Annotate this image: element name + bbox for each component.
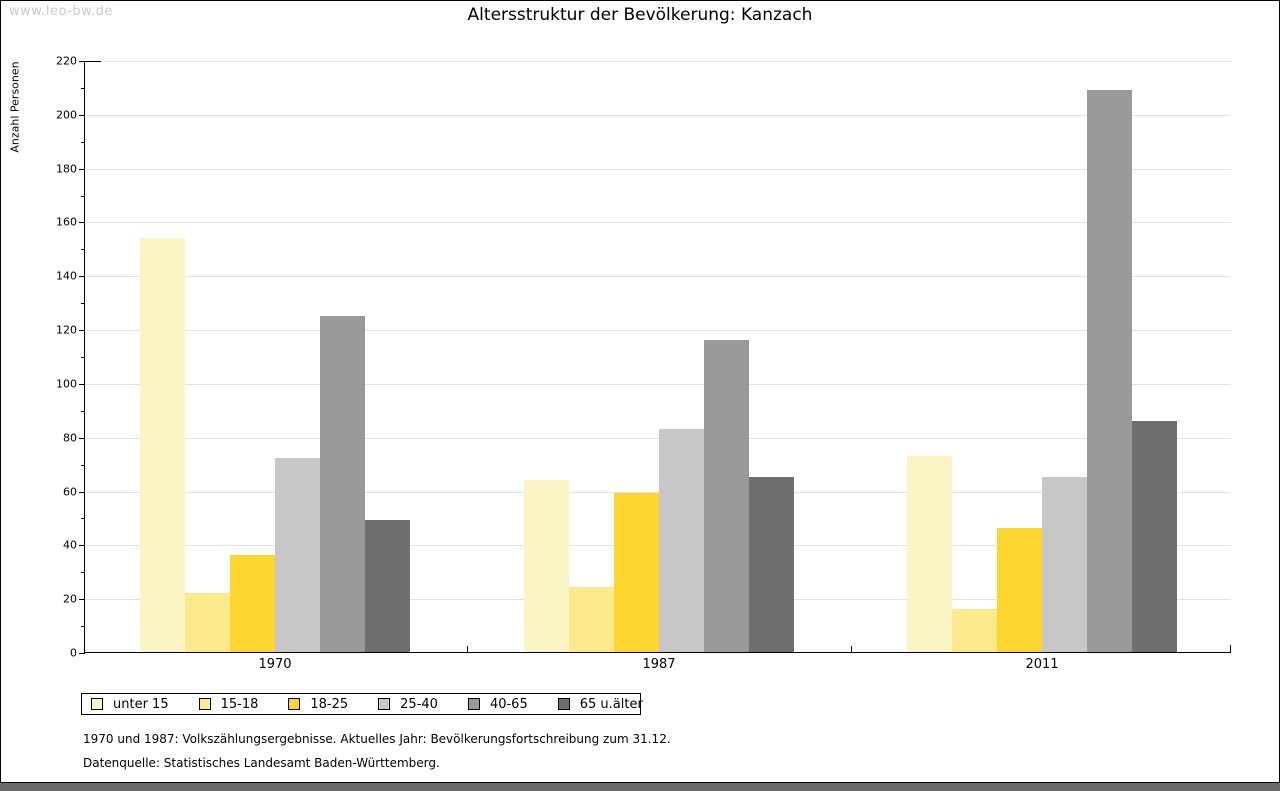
gridline-60 xyxy=(85,491,1231,493)
y-minor-tick-70 xyxy=(81,464,85,466)
bar-65-u-lter-1987 xyxy=(749,477,794,652)
legend-item-65-u-lter: 65 u.älter xyxy=(557,696,643,712)
y-minor-tick-210 xyxy=(81,87,85,89)
bar-25-40-1970 xyxy=(275,458,320,652)
x-axis-label-1970: 1970 xyxy=(258,657,292,672)
bar-25-40-1987 xyxy=(659,428,704,652)
x-group-separator-tick-0 xyxy=(467,646,468,652)
y-tick-label-0: 0 xyxy=(70,646,77,660)
y-tick-60 xyxy=(79,491,85,493)
y-minor-tick-110 xyxy=(81,357,85,358)
gridline-80 xyxy=(85,437,1231,439)
y-minor-tick-130 xyxy=(81,303,85,305)
y-minor-tick-190 xyxy=(81,141,85,143)
y-tick-140 xyxy=(79,276,85,278)
legend-item-unter-15: unter 15 xyxy=(91,697,169,712)
legend-swatch-unter-15 xyxy=(91,698,103,710)
y-minor-tick-90 xyxy=(81,410,85,412)
legend-item-15-18: 15-18 xyxy=(198,696,259,712)
y-tick-200 xyxy=(79,114,85,116)
footnote-line-1: 1970 und 1987: Volkszählungsergebnisse. … xyxy=(83,732,671,746)
bar-18-25-1970 xyxy=(230,555,275,652)
bar-18-25-2011 xyxy=(997,528,1042,652)
legend-swatch-15-18 xyxy=(198,698,211,710)
y-tick-label-60: 60 xyxy=(63,485,77,499)
legend-label-unter-15: unter 15 xyxy=(113,696,169,712)
plot-area: 0 20 40 60 80 100 120 140 160 180 200 220 1970 1987 20… xyxy=(56,55,1231,672)
footnotes: 1970 und 1987: Volkszählungsergebnisse. … xyxy=(83,727,671,775)
y-tick-label-180: 180 xyxy=(56,162,77,176)
y-tick-label-140: 140 xyxy=(56,269,77,283)
legend-swatch-25-40 xyxy=(378,698,391,710)
y-minor-tick-30 xyxy=(81,572,85,574)
y-tick-label-120: 120 xyxy=(56,323,77,337)
bar-65-u-lter-2011 xyxy=(1132,420,1177,652)
y-tick-label-200: 200 xyxy=(56,108,77,122)
legend-label-40-65: 40-65 xyxy=(489,696,528,712)
gridline-220 xyxy=(85,61,1231,62)
y-tick-label-160: 160 xyxy=(56,215,77,229)
bar-15-18-2011 xyxy=(952,608,997,652)
gridline-160 xyxy=(85,222,1231,224)
y-tick-160 xyxy=(79,222,85,224)
legend-label-15-18: 15-18 xyxy=(220,696,259,712)
x-axis-label-1987: 1987 xyxy=(642,657,676,672)
y-axis-end-cap xyxy=(85,61,101,62)
y-tick-label-100: 100 xyxy=(56,377,77,391)
bar-25-40-2011 xyxy=(1042,477,1087,652)
y-tick-20 xyxy=(79,599,85,601)
y-tick-40 xyxy=(79,545,85,547)
gridline-140 xyxy=(85,276,1231,278)
legend-item-40-65: 40-65 xyxy=(467,696,528,712)
y-tick-120 xyxy=(79,330,85,332)
legend-label-25-40: 25-40 xyxy=(400,696,438,712)
y-minor-tick-150 xyxy=(81,249,85,251)
bar-unter-15-1987 xyxy=(524,479,569,652)
legend-swatch-18-25 xyxy=(288,698,301,710)
bar-15-18-1987 xyxy=(569,587,614,652)
legend-item-25-40: 25-40 xyxy=(378,697,438,712)
bar-18-25-1987 xyxy=(614,493,659,652)
legend-item-18-25: 18-25 xyxy=(288,697,348,712)
page-title: Altersstruktur der Bevölkerung: Kanzach xyxy=(467,5,813,25)
legend-swatch-40-65 xyxy=(467,698,480,710)
x-axis-label-2011: 2011 xyxy=(1025,657,1059,672)
y-minor-tick-170 xyxy=(81,195,85,197)
bar-65-u-lter-1970 xyxy=(365,520,410,652)
bar-40-65-1970 xyxy=(320,315,365,652)
y-tick-220 xyxy=(79,61,85,62)
legend-label-65-u-lter: 65 u.älter xyxy=(579,696,643,712)
y-tick-80 xyxy=(79,437,85,439)
legend-label-18-25: 18-25 xyxy=(310,696,349,712)
bar-40-65-2011 xyxy=(1087,89,1132,652)
bar-unter-15-2011 xyxy=(907,455,952,652)
legend-swatch-65-u-lter xyxy=(557,698,570,710)
x-group-separator-tick-1 xyxy=(850,646,852,652)
x-axis-end-cap xyxy=(1230,645,1231,652)
bar-40-65-1987 xyxy=(704,339,749,652)
y-tick-0 xyxy=(79,653,85,654)
y-tick-label-220: 220 xyxy=(56,54,77,68)
gridline-180 xyxy=(85,168,1231,170)
bar-unter-15-1970 xyxy=(140,237,185,652)
bottom-window-edge xyxy=(0,783,1280,791)
gridline-120 xyxy=(85,330,1231,332)
y-axis-title: Anzahl Personen xyxy=(8,61,22,153)
y-tick-label-20: 20 xyxy=(63,592,77,606)
legend: unter 15 15-18 18-25 25-40 40-65 65 u.älter xyxy=(81,693,643,715)
watermark: www.leo-bw.de xyxy=(9,4,113,19)
gridline-100 xyxy=(85,383,1231,385)
y-tick-100 xyxy=(79,383,85,385)
y-tick-label-80: 80 xyxy=(63,431,77,445)
y-minor-tick-10 xyxy=(81,626,85,628)
gridline-200 xyxy=(85,114,1231,116)
y-tick-label-40: 40 xyxy=(63,538,77,552)
y-minor-tick-50 xyxy=(81,518,85,520)
footnote-line-2: Datenquelle: Statistisches Landesamt Bad… xyxy=(83,756,440,770)
bar-15-18-1970 xyxy=(185,592,230,652)
y-tick-180 xyxy=(79,168,85,170)
